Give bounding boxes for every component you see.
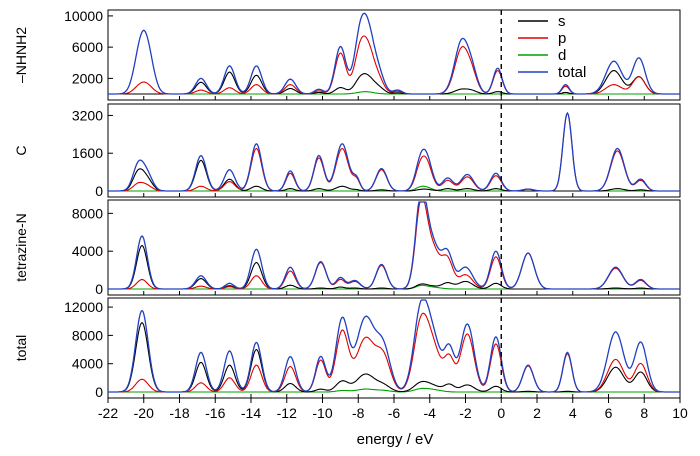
y-tick-label: 3200	[72, 107, 103, 123]
x-tick-label: -10	[312, 405, 332, 421]
x-tick-label: 8	[640, 405, 648, 421]
x-axis: -22 -20 -18 -16 -14 -12 -10 -8 -6 -4 -2 0 2 4 6 8 10	[98, 96, 688, 421]
y-tick-label: 8000	[72, 205, 103, 221]
y-tick-label: 12000	[64, 299, 103, 315]
x-tick-label: -4	[424, 405, 437, 421]
panel-3: 0 4000 8000 12000 total	[13, 297, 681, 400]
panel-2: 0 4000 8000 tetrazine-N	[13, 199, 681, 297]
series-total-line	[108, 12, 680, 95]
y-axis-label: total	[13, 335, 29, 361]
panel-1: 0 1600 3200 C	[13, 103, 681, 199]
panel-frame	[107, 199, 681, 296]
y-tick-label: 8000	[72, 327, 103, 343]
x-tick-label: 0	[497, 405, 505, 421]
x-tick-label: -20	[134, 405, 154, 421]
panels-group: 2000 6000 10000 –NHNH2 0 1600 3200 C 0 4000 8000 te…	[13, 8, 681, 400]
y-tick-label: 2000	[72, 70, 103, 86]
y-axis-label: tetrazine-N	[13, 213, 29, 281]
series-total-line	[108, 299, 680, 393]
series-total-line	[108, 111, 680, 192]
x-tick-label: -14	[241, 405, 261, 421]
x-tick-label: -16	[205, 405, 225, 421]
x-tick-label: -18	[169, 405, 189, 421]
y-tick-label: 4000	[72, 243, 103, 259]
series-total-line	[108, 201, 680, 290]
legend-label-d: d	[558, 47, 566, 64]
y-tick-label: 0	[95, 183, 103, 199]
panel-frame	[107, 297, 681, 399]
x-tick-label: 6	[605, 405, 613, 421]
legend-label-total: total	[558, 64, 586, 81]
legend-label-p: p	[558, 30, 566, 47]
x-tick-label: 2	[533, 405, 541, 421]
y-tick-label: 1600	[72, 145, 103, 161]
panel-0: 2000 6000 10000 –NHNH2	[13, 8, 681, 101]
y-axis-label: C	[13, 145, 29, 155]
x-tick-label: -22	[98, 405, 118, 421]
series-p-line	[108, 35, 680, 95]
y-tick-label: 0	[95, 281, 103, 297]
x-tick-label: 10	[672, 405, 688, 421]
y-tick-label: 6000	[72, 39, 103, 55]
y-tick-label: 10000	[64, 8, 103, 24]
x-axis-label: energy / eV	[357, 431, 434, 448]
legend-label-s: s	[558, 13, 566, 30]
y-tick-label: 4000	[72, 356, 103, 372]
y-tick-label: 0	[95, 384, 103, 400]
y-axis-label: –NHNH2	[13, 27, 29, 83]
series-p-line	[108, 201, 680, 290]
x-tick-label: -8	[352, 405, 365, 421]
panel-frame	[107, 103, 681, 198]
x-tick-label: -6	[388, 405, 401, 421]
x-tick-label: 4	[569, 405, 577, 421]
x-tick-label: -2	[459, 405, 472, 421]
x-tick-label: -12	[277, 405, 297, 421]
